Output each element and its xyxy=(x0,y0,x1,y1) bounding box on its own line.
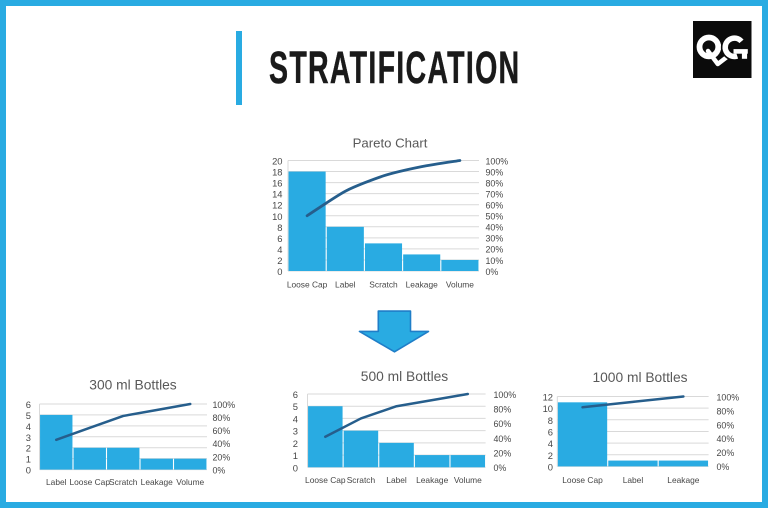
svg-text:60%: 60% xyxy=(494,419,512,429)
svg-text:Label: Label xyxy=(335,280,356,290)
svg-text:80%: 80% xyxy=(717,406,735,416)
svg-text:40%: 40% xyxy=(213,439,231,449)
svg-text:20%: 20% xyxy=(213,452,231,462)
svg-text:5: 5 xyxy=(293,401,298,412)
svg-text:Label: Label xyxy=(623,475,644,485)
svg-text:100%: 100% xyxy=(486,156,509,166)
svg-text:6: 6 xyxy=(548,426,553,437)
svg-text:90%: 90% xyxy=(486,167,504,177)
svg-text:100%: 100% xyxy=(494,390,517,400)
svg-text:100%: 100% xyxy=(213,400,236,410)
svg-text:Scratch: Scratch xyxy=(109,477,138,487)
svg-text:6: 6 xyxy=(26,399,31,410)
svg-text:0%: 0% xyxy=(213,465,226,475)
svg-text:80%: 80% xyxy=(213,413,231,423)
svg-text:50%: 50% xyxy=(486,212,504,222)
svg-text:4: 4 xyxy=(548,438,553,449)
svg-text:4: 4 xyxy=(277,244,282,255)
svg-text:14: 14 xyxy=(272,189,282,200)
svg-text:20%: 20% xyxy=(486,245,504,255)
svg-text:4: 4 xyxy=(26,421,31,432)
svg-text:16: 16 xyxy=(272,178,282,189)
svg-text:Loose Cap: Loose Cap xyxy=(305,475,346,485)
svg-text:2: 2 xyxy=(548,450,553,461)
svg-text:18: 18 xyxy=(272,167,282,178)
svg-text:Label: Label xyxy=(46,477,67,487)
svg-text:40%: 40% xyxy=(717,434,735,444)
svg-text:5: 5 xyxy=(26,410,31,421)
svg-text:2: 2 xyxy=(293,438,298,449)
svg-text:40%: 40% xyxy=(494,434,512,444)
svg-text:0: 0 xyxy=(548,461,553,472)
svg-text:Volume: Volume xyxy=(454,475,482,485)
svg-text:Volume: Volume xyxy=(446,280,474,290)
svg-text:Loose Cap: Loose Cap xyxy=(562,475,603,485)
svg-text:0%: 0% xyxy=(494,463,507,473)
svg-text:2: 2 xyxy=(26,443,31,454)
svg-text:Scratch: Scratch xyxy=(369,280,398,290)
svg-text:20%: 20% xyxy=(494,448,512,458)
svg-text:Leakage: Leakage xyxy=(667,475,699,485)
svg-text:8: 8 xyxy=(277,222,282,233)
svg-text:20%: 20% xyxy=(717,448,735,458)
svg-text:500 ml Bottles: 500 ml Bottles xyxy=(361,369,449,384)
svg-text:12: 12 xyxy=(272,200,282,211)
svg-text:6: 6 xyxy=(277,233,282,244)
svg-text:Loose Cap: Loose Cap xyxy=(287,280,328,290)
svg-text:0%: 0% xyxy=(486,267,499,277)
svg-text:0%: 0% xyxy=(717,462,730,472)
svg-text:10: 10 xyxy=(272,211,282,222)
svg-text:20: 20 xyxy=(272,156,282,167)
svg-text:6: 6 xyxy=(293,389,298,400)
svg-text:Leakage: Leakage xyxy=(141,477,173,487)
svg-text:3: 3 xyxy=(26,432,31,443)
svg-text:70%: 70% xyxy=(486,189,504,199)
svg-text:Scratch: Scratch xyxy=(347,475,376,485)
svg-text:80%: 80% xyxy=(486,178,504,188)
svg-text:Leakage: Leakage xyxy=(406,280,438,290)
svg-text:4: 4 xyxy=(293,413,298,424)
svg-text:10%: 10% xyxy=(486,256,504,266)
svg-text:1: 1 xyxy=(293,450,298,461)
svg-text:40%: 40% xyxy=(486,223,504,233)
svg-text:1: 1 xyxy=(26,454,31,465)
svg-text:60%: 60% xyxy=(486,201,504,211)
svg-text:100%: 100% xyxy=(717,392,740,402)
svg-text:12: 12 xyxy=(543,392,553,403)
svg-text:30%: 30% xyxy=(486,234,504,244)
svg-text:60%: 60% xyxy=(213,426,231,436)
svg-text:1000 ml Bottles: 1000 ml Bottles xyxy=(592,370,687,385)
svg-text:8: 8 xyxy=(548,415,553,426)
svg-text:0: 0 xyxy=(293,462,298,473)
svg-text:80%: 80% xyxy=(494,404,512,414)
svg-text:60%: 60% xyxy=(717,420,735,430)
svg-text:Leakage: Leakage xyxy=(416,475,448,485)
svg-text:3: 3 xyxy=(293,426,298,437)
svg-text:Label: Label xyxy=(386,475,407,485)
svg-text:0: 0 xyxy=(26,465,31,476)
svg-text:Volume: Volume xyxy=(176,477,204,487)
svg-text:300 ml Bottles: 300 ml Bottles xyxy=(89,377,177,392)
svg-text:Pareto Chart: Pareto Chart xyxy=(353,135,428,150)
svg-text:2: 2 xyxy=(277,255,282,266)
svg-text:10: 10 xyxy=(543,403,553,414)
svg-text:0: 0 xyxy=(277,266,282,277)
svg-text:Loose Cap: Loose Cap xyxy=(69,477,110,487)
